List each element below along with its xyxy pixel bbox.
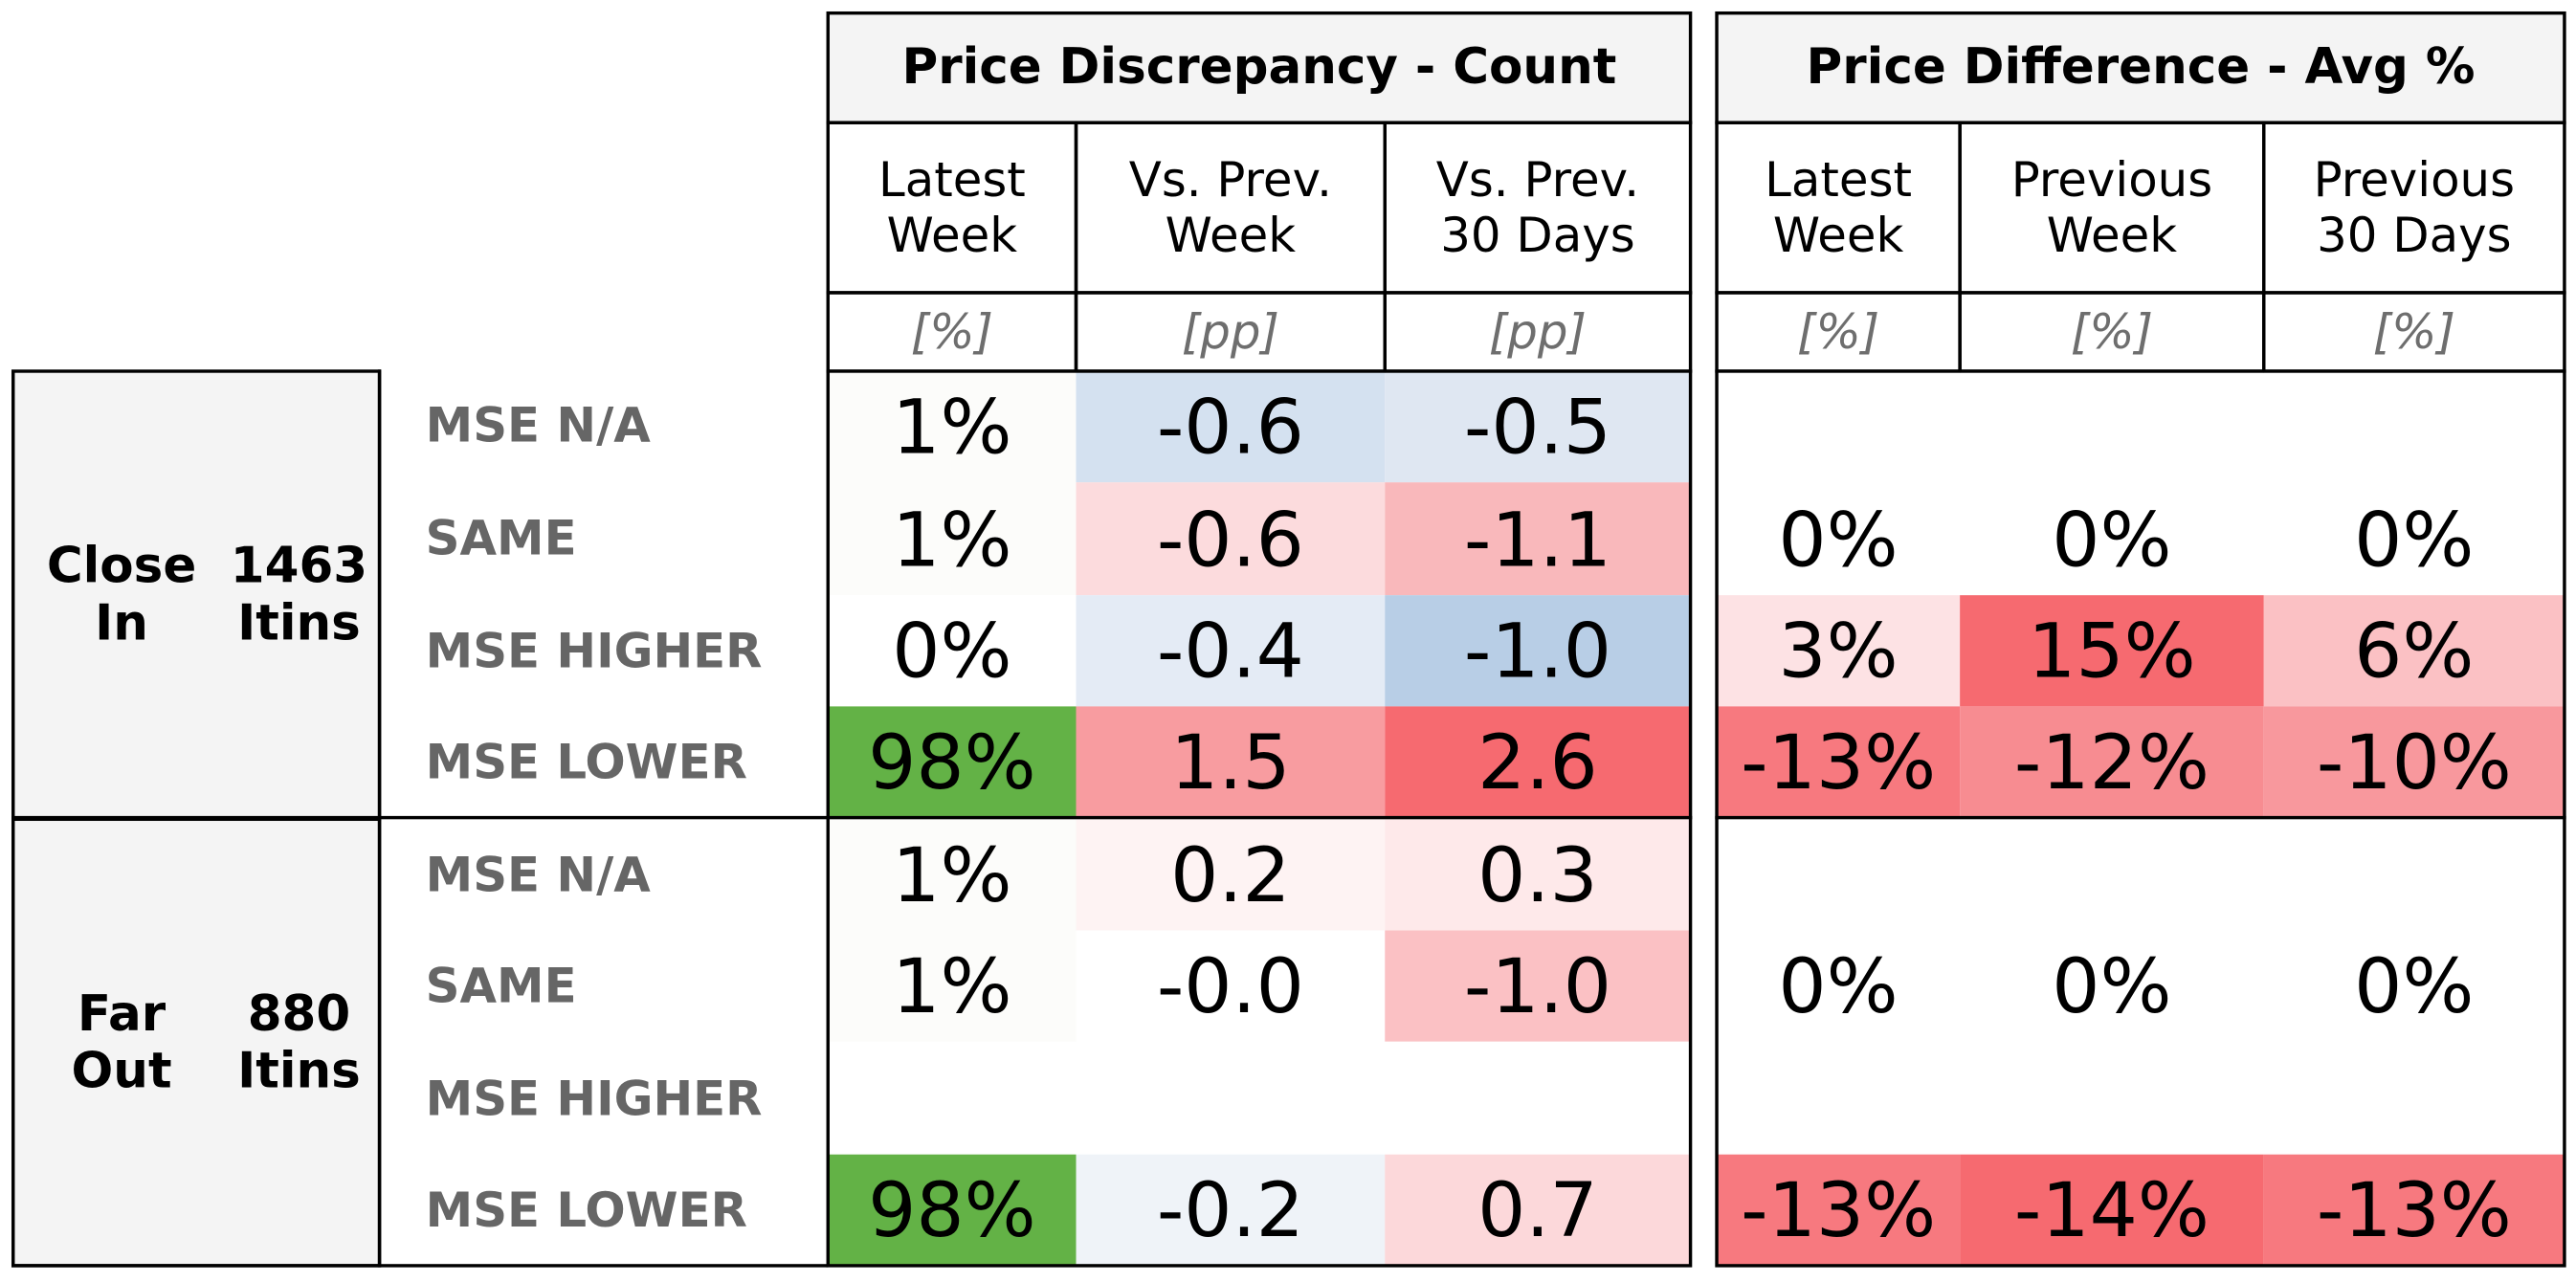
column-unit: [%]	[1958, 291, 2266, 373]
data-cell: 15%	[1960, 595, 2264, 707]
data-cell: -0.2	[1076, 1154, 1386, 1266]
data-cell: 2.6	[1385, 706, 1691, 818]
data-cell: 0%	[828, 595, 1077, 707]
row-label: MSE HIGHER	[425, 622, 763, 678]
column-header: Previous 30 Days	[2262, 121, 2566, 295]
data-cell: 3%	[1717, 595, 1961, 707]
data-cell: 0%	[1960, 930, 2264, 1042]
data-cell: -0.6	[1076, 370, 1386, 483]
data-cell: 1%	[828, 482, 1077, 596]
data-cell: 6%	[2263, 595, 2565, 707]
data-cell: 98%	[828, 706, 1077, 818]
column-header: Previous Week	[1958, 121, 2266, 295]
data-cell: -0.4	[1076, 595, 1386, 707]
data-cell: 98%	[828, 1154, 1077, 1266]
data-cell: -10%	[2263, 706, 2565, 818]
group-divider	[11, 815, 1693, 820]
data-cell: -0.6	[1076, 482, 1386, 596]
data-cell	[1076, 1041, 1386, 1155]
data-cell: -0.5	[1385, 370, 1691, 483]
data-cell: -13%	[1717, 1154, 1961, 1266]
data-cell: 0%	[1717, 482, 1961, 596]
column-header: Vs. Prev. 30 Days	[1383, 121, 1693, 295]
row-label: SAME	[425, 958, 577, 1014]
row-label: MSE HIGHER	[425, 1070, 763, 1126]
row-label: MSE LOWER	[425, 1182, 747, 1238]
row-label: MSE LOWER	[425, 734, 747, 790]
group-name: Close In	[46, 538, 197, 652]
data-cell: 1%	[828, 930, 1077, 1042]
data-cell	[1717, 1041, 1961, 1155]
row-label: SAME	[425, 509, 577, 565]
column-unit: [%]	[1715, 291, 1962, 373]
data-cell: 0%	[1960, 482, 2264, 596]
data-cell: -0.0	[1076, 930, 1386, 1042]
bottom-border	[11, 1264, 829, 1268]
group-box-far-out	[11, 817, 382, 1268]
data-cell: 0%	[2263, 930, 2565, 1042]
group-box-close-in	[11, 369, 382, 822]
group-name: Far Out	[71, 984, 172, 1100]
data-cell: 0.2	[1076, 819, 1386, 931]
data-cell: -13%	[2263, 1154, 2565, 1266]
data-cell	[1385, 1041, 1691, 1155]
data-cell: 1%	[828, 370, 1077, 483]
data-cell: 0%	[2263, 482, 2565, 596]
data-cell	[2263, 1041, 2565, 1155]
column-unit: [pp]	[1074, 291, 1387, 373]
data-cell: -13%	[1717, 706, 1961, 818]
column-header: Latest Week	[826, 121, 1078, 295]
label-divider	[377, 369, 382, 1268]
column-unit: [%]	[826, 291, 1078, 373]
data-cell: -1.0	[1385, 930, 1691, 1042]
data-cell	[1960, 1041, 2264, 1155]
data-cell: -12%	[1960, 706, 2264, 818]
data-cell	[2263, 370, 2565, 483]
data-cell	[1960, 370, 2264, 483]
data-cell: 0.7	[1385, 1154, 1691, 1266]
section-title-difference-avg: Price Difference - Avg %	[1715, 11, 2566, 124]
data-cell: -1.1	[1385, 482, 1691, 596]
data-cell: 0%	[1717, 930, 1961, 1042]
group-itins: 1463 Itins	[230, 538, 368, 652]
data-cell	[1960, 819, 2264, 931]
data-cell: -14%	[1960, 1154, 2264, 1266]
data-cell: 1.5	[1076, 706, 1386, 818]
group-itins: 880 Itins	[237, 984, 361, 1100]
data-cell	[828, 1041, 1077, 1155]
data-cell: 0.3	[1385, 819, 1691, 931]
data-cell	[1717, 370, 1961, 483]
column-header: Latest Week	[1715, 121, 1962, 295]
data-cell	[1717, 819, 1961, 931]
row-label: MSE N/A	[425, 397, 651, 453]
section-title-discrepancy-count: Price Discrepancy - Count	[826, 11, 1693, 124]
column-unit: [pp]	[1383, 291, 1693, 373]
data-cell: -1.0	[1385, 595, 1691, 707]
data-cell: 1%	[828, 819, 1077, 931]
data-cell	[2263, 819, 2565, 931]
row-label: MSE N/A	[425, 846, 651, 902]
column-unit: [%]	[2262, 291, 2566, 373]
group-divider	[1715, 815, 2566, 820]
column-header: Vs. Prev. Week	[1074, 121, 1387, 295]
